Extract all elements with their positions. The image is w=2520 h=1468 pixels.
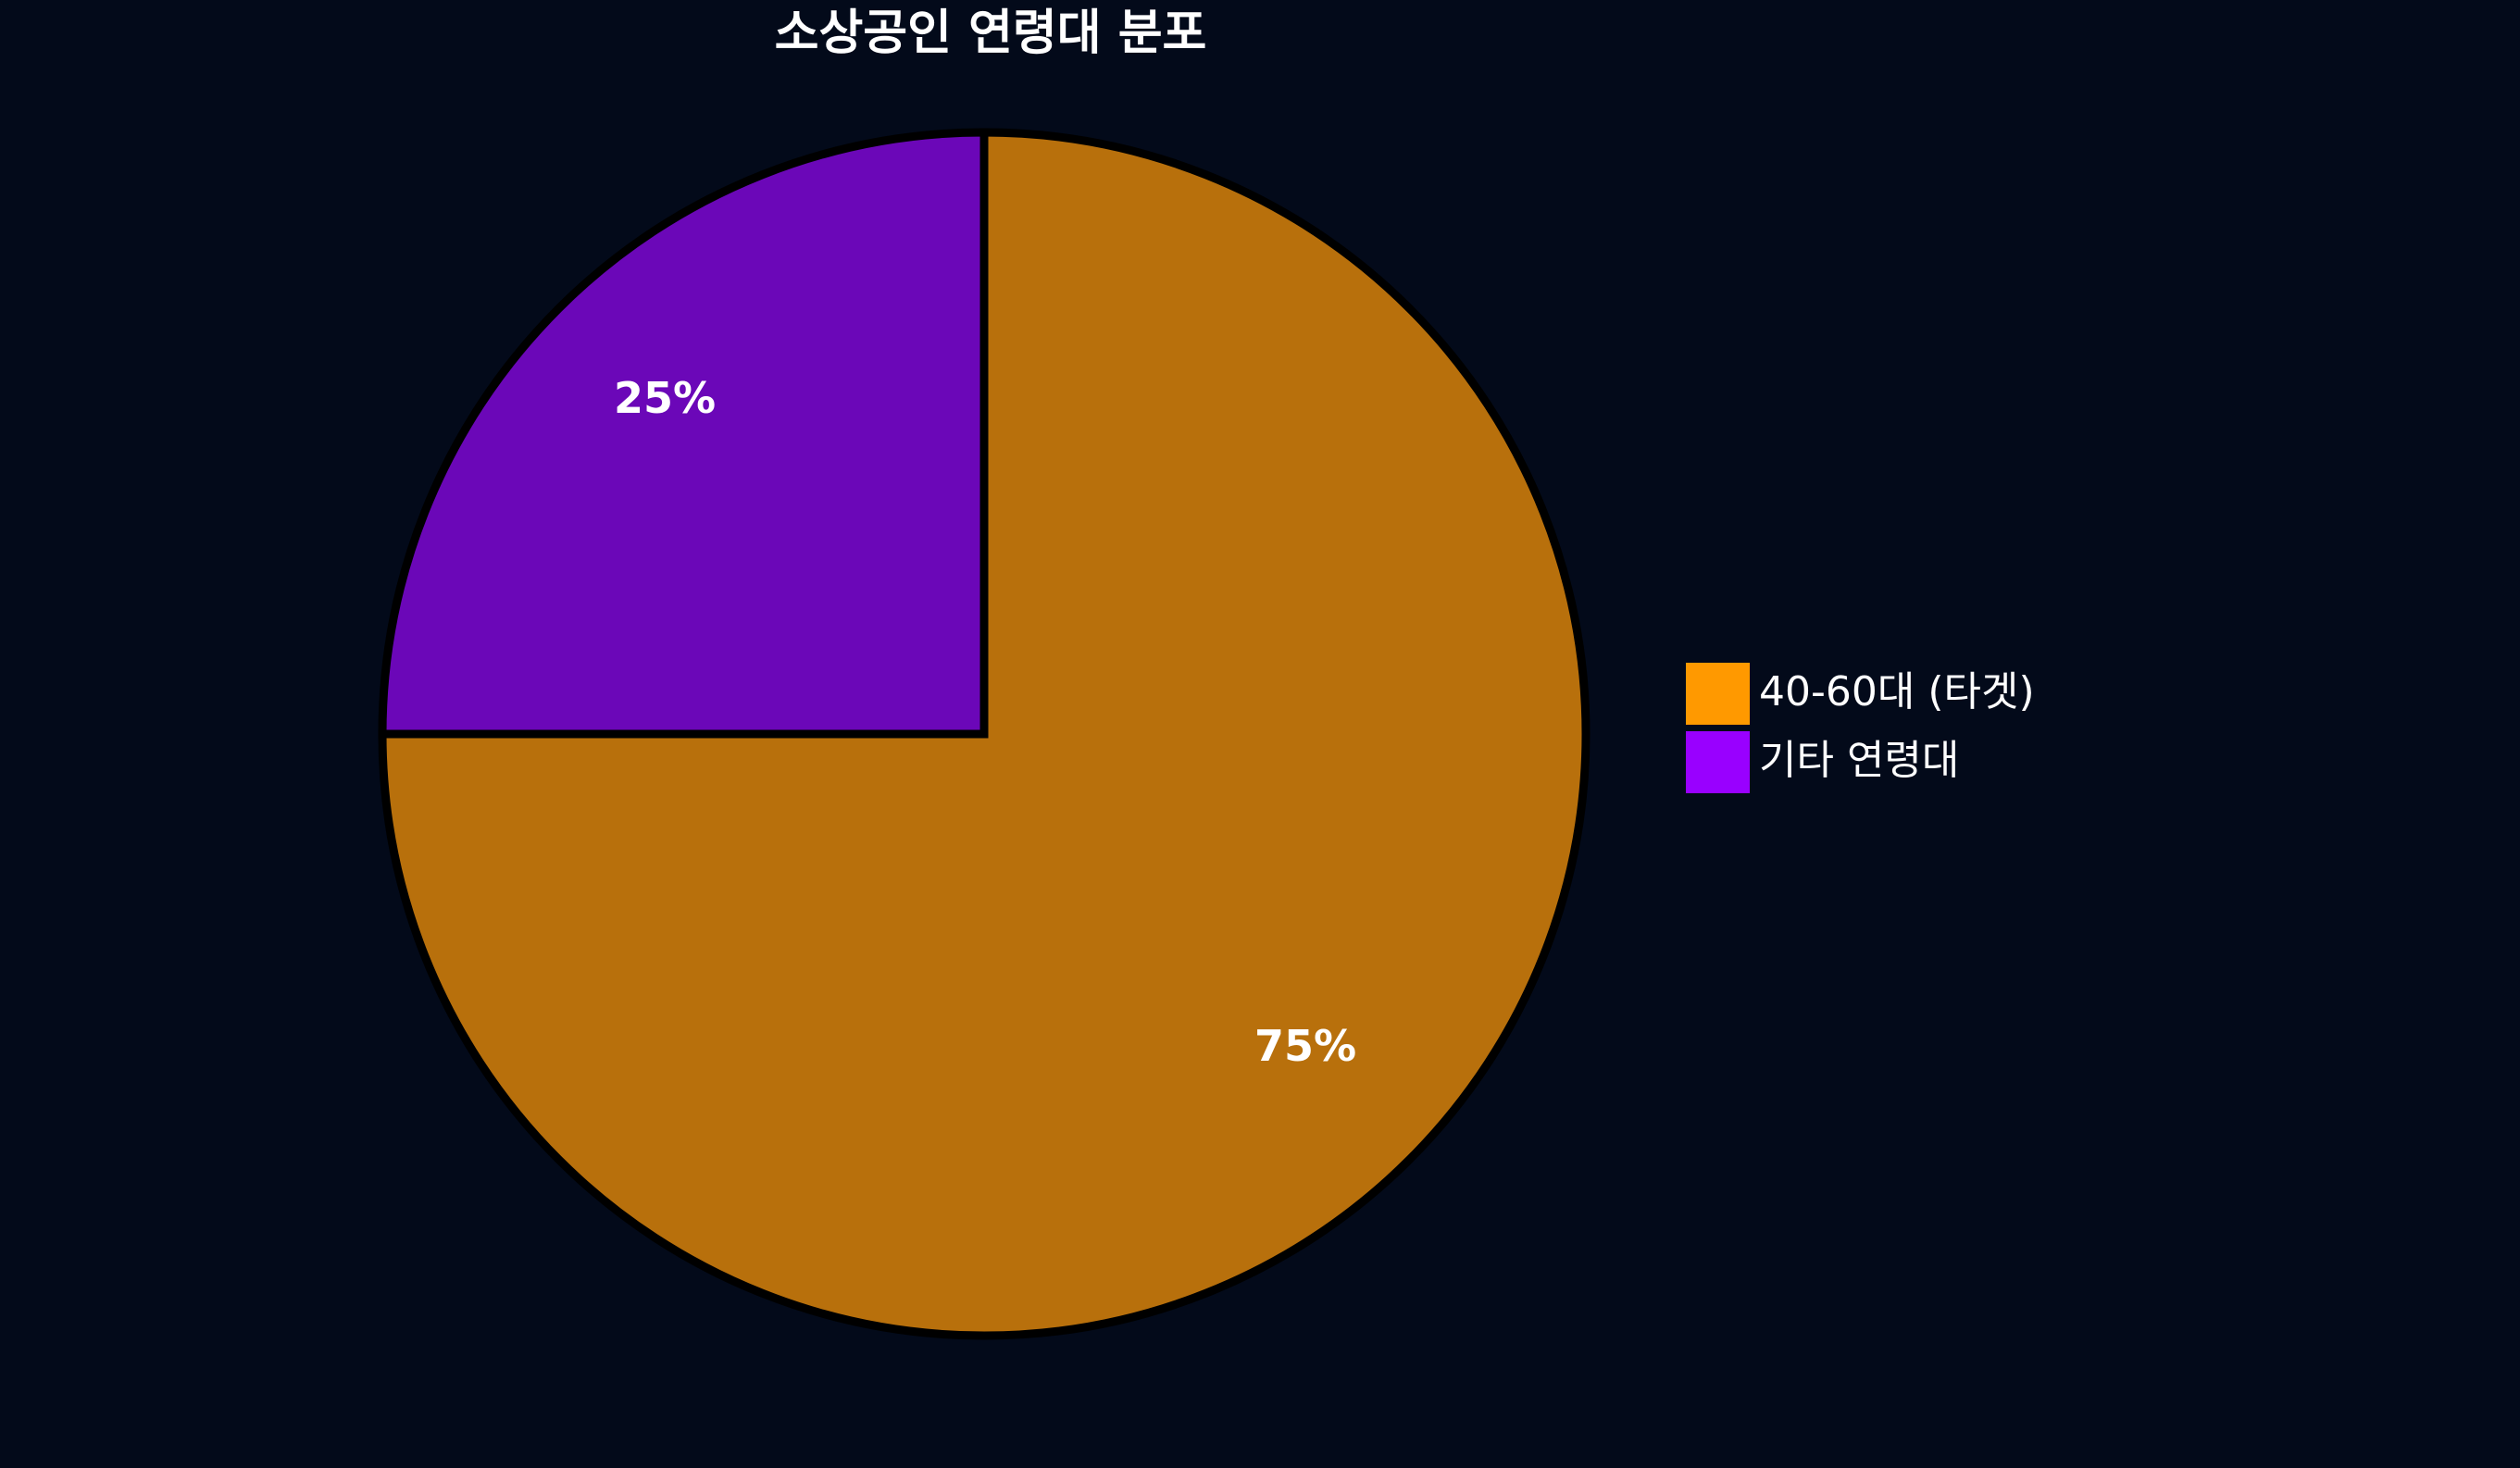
legend-label-other: 기타 연령대 (1759, 737, 1960, 784)
pie-slice-target[interactable] (378, 128, 1591, 1340)
legend-item-other[interactable]: 기타 연령대 (1686, 728, 2035, 796)
legend-swatch-target-icon (1686, 662, 1750, 725)
page-title: 소상공인 연령대 분포 (774, 6, 1207, 61)
pie-slice-label-other: 25% (613, 373, 717, 423)
legend-item-target[interactable]: 40-60대 (타겟) (1686, 659, 2035, 728)
pie-svg (378, 128, 1591, 1340)
legend-swatch-other-icon (1686, 730, 1750, 793)
legend-label-target: 40-60대 (타겟) (1759, 668, 2035, 715)
pie-chart-plot (378, 128, 1591, 1340)
pie-slice-label-target: 75% (1254, 1021, 1357, 1071)
legend: 40-60대 (타겟) 기타 연령대 (1686, 659, 2035, 796)
pie-slice-other[interactable] (378, 128, 989, 739)
